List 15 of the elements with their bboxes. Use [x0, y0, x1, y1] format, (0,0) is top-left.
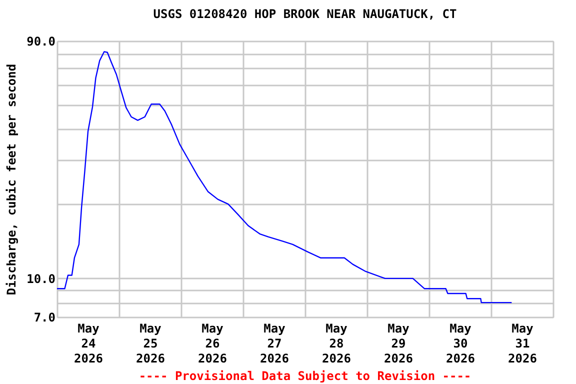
y-tick-label: 10.0: [26, 272, 56, 286]
x-tick-label: May 27 2026: [260, 322, 289, 366]
y-axis-title: Discharge, cubic feet per second: [4, 64, 19, 296]
text: ---- Provisional Data Subject to Revision ----: [138, 369, 472, 383]
x-tick-label: May 28 2026: [322, 322, 351, 366]
x-tick-label: May 31 2026: [508, 322, 537, 366]
x-tick-label: May 24 2026: [74, 322, 103, 366]
x-tick-label: May 26 2026: [198, 322, 227, 366]
y-tick-label: 7.0: [34, 310, 56, 324]
y-tick-label: 90.0: [26, 34, 56, 48]
line-series: [57, 51, 512, 304]
x-tick-label: May 30 2026: [446, 322, 475, 366]
x-tick-label: May 29 2026: [384, 322, 413, 366]
chart-title: USGS 01208420 HOP BROOK NEAR NAUGATUCK, CT: [153, 7, 457, 21]
x-tick-label: May 25 2026: [136, 322, 165, 366]
